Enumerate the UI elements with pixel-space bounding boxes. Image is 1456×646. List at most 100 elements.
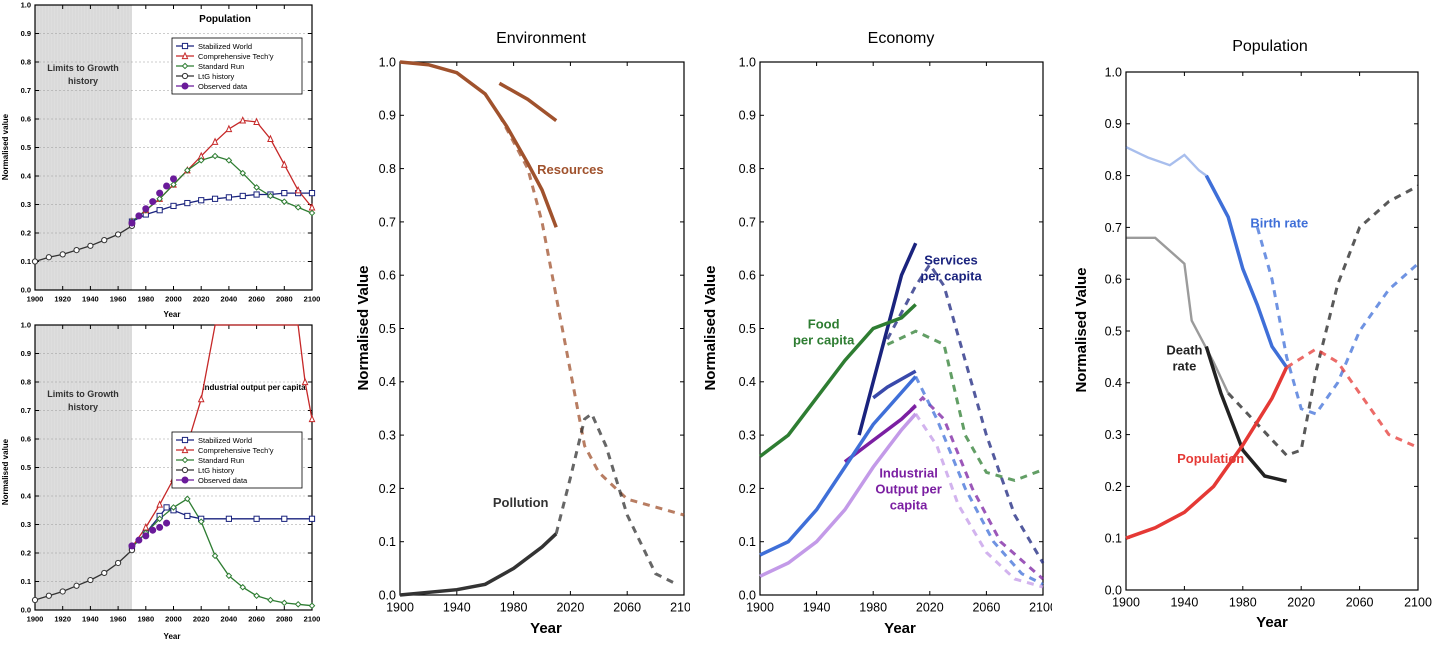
series-label: Birth rate [1250, 215, 1308, 230]
x-tick-label: 1980 [137, 295, 154, 304]
data-point [156, 523, 164, 531]
y-tick-label: 0.0 [739, 588, 756, 602]
y-tick-label: 0.9 [21, 29, 31, 38]
series-projection-industrial-output-per-capita [900, 395, 1044, 581]
chart-title: Population [199, 14, 251, 25]
data-point [59, 588, 66, 595]
data-point [87, 576, 94, 584]
data-point [197, 157, 205, 164]
data-point [253, 117, 260, 125]
y-tick-label: 0.0 [1105, 583, 1122, 597]
x-tick-label: 2000 [165, 295, 182, 304]
x-tick-label: 1940 [1170, 596, 1198, 610]
y-tick-label: 0.4 [379, 375, 396, 389]
data-point [280, 198, 288, 205]
legend-marker [181, 476, 189, 484]
x-axis-label: Year [884, 620, 916, 637]
series-projection-series- [914, 412, 1044, 589]
chart-population-ltg: Population Year Normalised value 0.0 0.1 0… [0, 0, 330, 320]
plot-frame [399, 61, 685, 596]
chart-environment-svg: Environment Year Normalised Value 0.0 0.1… [355, 30, 698, 637]
legend-entry: Standard Run [198, 456, 244, 465]
series-label: Death rate [1166, 342, 1202, 373]
series-projection-food-per-capita [886, 329, 1044, 482]
x-tick-label: 1980 [1229, 596, 1257, 610]
data-point [211, 152, 219, 160]
legend-marker [181, 82, 189, 90]
x-tick-label: 1960 [110, 615, 127, 624]
data-point [156, 500, 164, 508]
data-point [101, 569, 108, 577]
x-axis-label: Year [1256, 614, 1288, 631]
series-label: Industrial Output per capita [875, 466, 941, 513]
data-point [184, 199, 191, 207]
y-tick-label: 0.1 [21, 257, 31, 266]
data-point [239, 583, 247, 591]
y-tick-label: 0.4 [21, 172, 32, 181]
series-projection-series- [914, 375, 1044, 586]
data-point [198, 197, 205, 204]
y-axis-label: Normalised value [1, 438, 10, 505]
data-point [211, 552, 219, 560]
data-point [225, 194, 233, 201]
series-observed-death-rate [1204, 345, 1288, 483]
data-point [184, 512, 191, 520]
series-line-comprehensive-tech-y [131, 324, 313, 548]
y-tick-label: 0.1 [1105, 532, 1122, 546]
x-axis-label: Year [530, 620, 562, 637]
y-axis-label: Normalised Value [355, 265, 372, 390]
series-label: Food per capita [793, 317, 855, 348]
y-tick-label: 0.3 [739, 428, 756, 442]
series-label: Pollution [493, 495, 549, 510]
legend-marker [181, 445, 189, 454]
y-tick-label: 1.0 [739, 55, 756, 69]
x-tick-label: 2060 [248, 295, 265, 304]
x-tick-label: 1920 [54, 615, 71, 624]
data-point [294, 600, 302, 608]
legend-marker [181, 466, 189, 474]
data-point [170, 202, 177, 210]
data-point [281, 515, 288, 522]
y-tick-label: 0.0 [21, 606, 31, 615]
x-tick-label: 2020 [193, 615, 210, 624]
legend-marker [181, 436, 189, 444]
y-tick-label: 0.5 [739, 322, 756, 336]
series-observed-services-per-capita [857, 242, 918, 436]
data-point [170, 181, 177, 188]
y-tick-label: 0.7 [379, 215, 396, 229]
series-projection-birth-rate [1255, 226, 1419, 416]
data-point [225, 515, 233, 522]
chart-economy: Economy Year Normalised Value 0.0 0.1 0.2 0… [697, 0, 1057, 641]
data-point [135, 212, 143, 220]
data-point [225, 572, 233, 580]
y-tick-label: 0.7 [1105, 221, 1122, 235]
y-tick-label: 0.5 [21, 463, 31, 472]
series-observed-pollution [399, 532, 558, 597]
data-point [253, 515, 260, 522]
data-point [163, 504, 170, 511]
legend-marker [181, 62, 189, 70]
x-tick-label: 1900 [27, 615, 44, 624]
x-tick-label: 1940 [443, 601, 471, 615]
y-tick-label: 0.5 [1105, 324, 1122, 338]
series-observed-birth-rate [1204, 174, 1289, 369]
data-point [115, 231, 122, 238]
x-tick-label: 1980 [500, 601, 528, 615]
data-point [267, 134, 274, 143]
series-observed-resources [399, 60, 558, 228]
data-point [197, 394, 205, 403]
y-tick-label: 0.1 [379, 535, 396, 549]
data-point [45, 254, 52, 261]
y-tick-label: 0.2 [739, 482, 756, 496]
x-tick-label: 2100 [1029, 601, 1052, 615]
data-point [225, 124, 233, 133]
data-point [163, 519, 171, 527]
data-point [308, 190, 316, 197]
y-tick-label: 0.1 [739, 535, 756, 549]
data-point [280, 160, 288, 168]
y-tick-label: 0.1 [21, 577, 31, 586]
x-tick-label: 2100 [304, 615, 321, 624]
data-point [115, 559, 122, 567]
y-tick-label: 0.9 [21, 349, 31, 358]
series-projection-resources [498, 114, 685, 517]
